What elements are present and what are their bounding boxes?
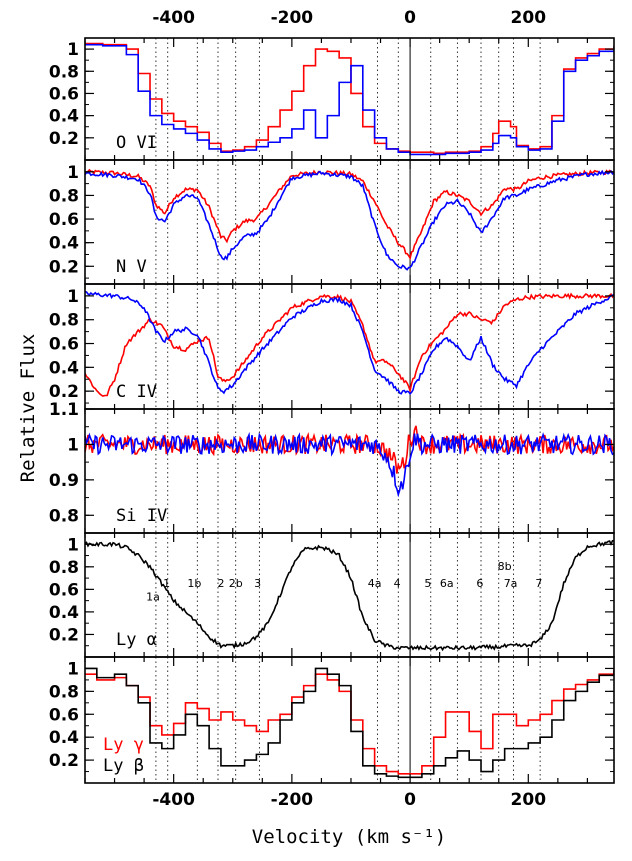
y-tick-label: 0.8 — [49, 62, 79, 82]
panel-3: 0.2 0.4 0.6 0.8 1 C IV — [49, 283, 615, 410]
component-label: 6 — [476, 577, 483, 590]
component-label: 1 — [163, 577, 170, 590]
x-tick-label-top: -400 — [152, 8, 195, 28]
y-tick-label: 0.4 — [49, 358, 79, 378]
panel-6: 0.2 0.4 0.6 0.8 1 Ly γLy β — [49, 656, 615, 784]
y-tick-label: 0.8 — [49, 186, 79, 206]
y-tick-label: 0.2 — [49, 257, 79, 277]
ion-label: Ly α — [116, 630, 157, 650]
y-tick-label: 0.2 — [49, 129, 79, 149]
component-label: 2 — [217, 577, 224, 590]
x-tick-label-top: 0 — [404, 8, 416, 28]
series-red — [85, 668, 614, 775]
y-tick-label: 0.4 — [49, 107, 79, 127]
series-red — [85, 168, 614, 261]
series-black — [85, 667, 614, 779]
y-tick-label: 0.8 — [49, 311, 79, 331]
y-tick-label: 0.4 — [49, 728, 79, 748]
component-label: 1a — [146, 591, 160, 604]
y-tick-label: 1 — [67, 535, 79, 555]
panel-frame — [84, 532, 615, 658]
component-label: 4a — [368, 577, 382, 590]
y-tick-label: 0.6 — [49, 580, 79, 600]
series-red — [85, 42, 614, 155]
y-tick-label: 0.9 — [49, 471, 79, 491]
y-tick-label: 0.6 — [49, 84, 79, 104]
series-black — [85, 540, 614, 652]
ion-label: C IV — [116, 382, 157, 402]
component-label: 3 — [254, 577, 261, 590]
series-blue — [85, 169, 614, 271]
component-label: 7a — [504, 577, 518, 590]
panels-layer: 0.20.40.60.81O VI0.20.40.60.81N V0.20.40… — [49, 8, 615, 810]
legend-ly-beta: Ly β — [103, 756, 144, 776]
x-tick-label-bottom: -400 — [152, 790, 195, 810]
ion-label: Si IV — [116, 506, 167, 526]
y-tick-label: 0.8 — [49, 558, 79, 578]
series-blue — [85, 43, 614, 156]
y-tick-label: 0.2 — [49, 625, 79, 645]
ion-label: N V — [116, 257, 147, 277]
legend-ly-gamma: Ly γ — [103, 735, 144, 755]
panel-1: 0.20.4 0.60.81 O VI — [49, 37, 615, 161]
y-tick-label: 0.6 — [49, 705, 79, 725]
series-blue — [85, 431, 614, 498]
panel-4: 0.8 0.9 1 1.1 Si IV — [49, 400, 615, 534]
y-tick-label: 0.6 — [49, 335, 79, 355]
panel-frame — [84, 37, 615, 161]
panel-frame — [84, 656, 615, 784]
component-label: 1b — [187, 577, 201, 590]
y-tick-label: 0.4 — [49, 603, 79, 623]
ion-label: O VI — [116, 133, 157, 153]
series-blue — [85, 290, 614, 396]
y-tick-label: 0.6 — [49, 210, 79, 230]
y-tick-label: 1 — [67, 287, 79, 307]
series-red — [85, 292, 614, 397]
component-label: 8b — [498, 560, 512, 573]
y-tick-label: 1.1 — [49, 400, 79, 420]
y-tick-label: 1 — [67, 40, 79, 60]
y-tick-label: 0.8 — [49, 506, 79, 526]
y-tick-label: 0.4 — [49, 234, 79, 254]
y-tick-label: 1 — [67, 659, 79, 679]
component-label: 2b — [229, 577, 243, 590]
x-tick-label-bottom: -200 — [271, 790, 314, 810]
component-label: 6a — [440, 577, 454, 590]
x-tick-label-top: -200 — [271, 8, 314, 28]
x-tick-label-bottom: 200 — [511, 790, 547, 810]
component-label: 7 — [535, 577, 542, 590]
y-tick-label: 1 — [67, 435, 79, 455]
x-tick-label-top: 200 — [511, 8, 547, 28]
y-axis-title: Relative Flux — [17, 334, 39, 483]
series-red — [85, 425, 614, 474]
y-tick-label: 1 — [67, 163, 79, 183]
component-label: 5 — [424, 577, 431, 590]
y-tick-label: 0.8 — [49, 682, 79, 702]
y-tick-label: 0.2 — [49, 382, 79, 402]
panel-2: 0.2 0.4 0.6 0.8 1 N V — [49, 159, 615, 285]
x-axis-title: Velocity (km s⁻¹) — [252, 826, 446, 848]
component-label: 4 — [394, 577, 401, 590]
y-tick-label: 0.2 — [49, 751, 79, 771]
x-tick-label-bottom: 0 — [404, 790, 416, 810]
